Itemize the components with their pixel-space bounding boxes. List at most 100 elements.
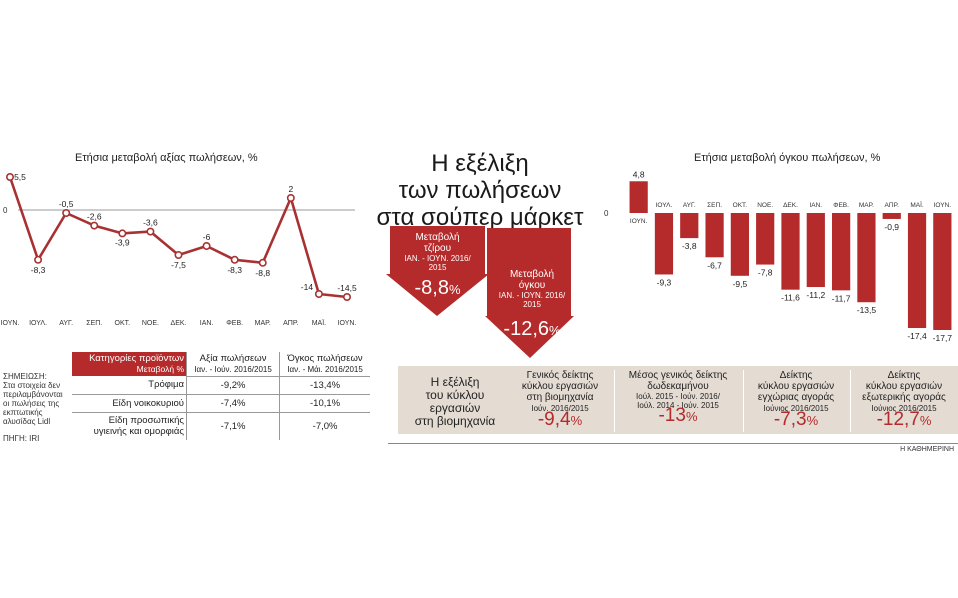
- table-cell-value: -7,1%: [185, 412, 280, 440]
- line-point: [6, 173, 15, 182]
- bar-data-label: -3,8: [682, 241, 697, 251]
- line-point: [314, 290, 323, 299]
- x-tick-label: ΝΟΕ.: [757, 202, 773, 209]
- card-title-1: Μέσος γενικός δείκτης: [628, 370, 728, 381]
- value-series-line: [8, 176, 348, 299]
- left-chart-title: Ετήσια μεταβολή αξίας πωλήσεων, %: [75, 152, 258, 164]
- line-data-label: -6: [203, 232, 211, 242]
- card-title-1: Δείκτης: [779, 370, 813, 381]
- card-title-3: στη βιομηχανία: [526, 392, 594, 403]
- line-data-label: -7,5: [171, 260, 186, 270]
- bar-data-label: -11,6: [781, 293, 800, 303]
- card-value: -12,7%: [852, 410, 956, 429]
- industry-band-notch: [388, 366, 398, 434]
- volume-bar: [882, 213, 901, 219]
- industry-card: Μέσος γενικός δείκτης δωδεκαμήνου Ιούλ. …: [618, 370, 738, 425]
- volume-bar: [933, 213, 952, 330]
- x-tick-label: ΑΥΓ.: [59, 320, 73, 327]
- card-divider: [614, 370, 615, 432]
- volume-value-pct: %: [549, 323, 561, 338]
- table-header-category-text: Κατηγορίες προϊόντων: [89, 353, 184, 364]
- x-tick-label: ΜΑΡ.: [255, 320, 271, 327]
- volume-arrow-shape: [485, 228, 574, 358]
- line-data-label: -0,5: [59, 199, 74, 209]
- card-value: -13%: [618, 406, 738, 425]
- turnover-arrow: [386, 226, 489, 316]
- table-header-volume-text: Όγκος πωλήσεων: [287, 352, 363, 364]
- x-tick-label: ΙΟΥΝ.: [338, 320, 357, 327]
- bottom-rule: [388, 443, 958, 444]
- line-point: [258, 258, 267, 267]
- volume-bar: [806, 213, 825, 288]
- card-title-3: εγχώριας αγοράς: [757, 392, 835, 403]
- zero-label: 0: [3, 206, 8, 215]
- card-value: -7,3%: [746, 410, 846, 429]
- card-period: Ιούλ. 2015 - Ιούν. 2016/: [636, 392, 720, 401]
- table-header-value-text: Αξία πωλήσεων: [199, 352, 267, 364]
- turnover-label-2: τζίρου: [423, 243, 452, 254]
- line-point: [146, 227, 155, 236]
- table-cell-volume: -10,1%: [279, 394, 370, 413]
- turnover-value-pct: %: [448, 282, 461, 297]
- card-value-number: -13: [658, 405, 686, 426]
- bar-data-label: -9,3: [657, 277, 672, 287]
- value-line-chart: 0 5,5 -8,3 -0,5 -2,6 -3,9 -3,6 -7,5 -6 -8,3 -8,8 2 -…: [1, 172, 357, 327]
- x-tick-label: ΔΕΚ.: [171, 320, 187, 327]
- turnover-value-number: -8,8: [414, 277, 449, 299]
- volume-label-2: όγκου: [518, 280, 546, 291]
- x-tick-label: ΙΑΝ.: [809, 202, 822, 209]
- volume-bar: [756, 213, 775, 265]
- industry-card: Δείκτης κύκλου εργασιών εξωτερικής αγορά…: [852, 370, 956, 429]
- note-line-3: οι πωλήσεις της: [3, 399, 60, 408]
- volume-arrow: [485, 228, 574, 358]
- card-divider: [850, 370, 851, 432]
- volume-bar: [730, 213, 749, 276]
- note-line-2: περιλαμβάνονται: [3, 390, 63, 399]
- table-cell-category: Είδη νοικοκυριού: [72, 394, 187, 413]
- x-tick-label: ΙΟΥΛ.: [656, 202, 673, 209]
- table-header-value-period: Ιαν. - Ιούν. 2016/2015: [194, 364, 272, 374]
- industry-card: Γενικός δείκτης κύκλου εργασιών στη βιομ…: [510, 370, 610, 429]
- x-tick-label: ΔΕΚ.: [783, 202, 798, 209]
- card-title-2: κύκλου εργασιών: [865, 381, 943, 392]
- x-tick-label: ΙΟΥΝ.: [1, 320, 20, 327]
- card-value-pct: %: [685, 409, 698, 424]
- volume-bar: [832, 213, 851, 291]
- bar-data-label: -13,5: [857, 305, 877, 315]
- volume-value: -12,6%: [487, 318, 577, 341]
- industry-lead: Η εξέλιξη του κύκλου εργασιών στη βιομηχ…: [405, 376, 505, 428]
- volume-bar-chart: 0 4,8 ΙΟΥΝ. -9,3 ΙΟΥΛ. -3,8 ΑΥΓ. -6,7 ΣΕΠ. -9,5 ΟΚ…: [604, 169, 953, 343]
- x-tick-label: ΙΟΥΛ.: [29, 320, 47, 327]
- line-point: [286, 193, 295, 202]
- x-tick-label: ΣΕΠ.: [86, 320, 102, 327]
- card-value: -9,4%: [510, 410, 610, 429]
- x-tick-label: ΙΟΥΝ.: [630, 218, 648, 225]
- table-cell-category: Τρόφιμα: [72, 376, 187, 395]
- x-tick-label: ΝΟΕ.: [142, 320, 159, 327]
- industry-lead-1: Η εξέλιξη: [430, 375, 480, 389]
- volume-label-1: Μεταβολή: [509, 269, 555, 280]
- bar-data-label: -0,9: [884, 222, 899, 232]
- bar-data-label: -7,8: [758, 268, 773, 278]
- table-header-change: Μεταβολή %: [136, 364, 184, 374]
- x-tick-label: ΟΚΤ.: [115, 320, 131, 327]
- volume-bar: [705, 213, 724, 258]
- volume-period-2: 2015: [523, 300, 541, 309]
- line-point: [90, 221, 99, 230]
- table-header-volume: Όγκος πωλήσεων Ιαν. - Μάι. 2016/2015: [279, 352, 370, 377]
- x-tick-label: ΙΟΥΝ.: [934, 202, 952, 209]
- volume-bar: [629, 181, 648, 213]
- line-point: [174, 251, 183, 260]
- note: ΣΗΜΕΙΩΣΗ: Στα στοιχεία δεν περιλαμβάνοντ…: [3, 372, 73, 426]
- line-data-label: -8,8: [255, 268, 270, 278]
- line-data-label: -14,5: [337, 283, 357, 293]
- volume-value-number: -12,6: [503, 318, 550, 340]
- table-cell-volume: -7,0%: [279, 412, 370, 440]
- card-value-number: -12,7: [876, 409, 920, 430]
- x-tick-label: ΜΑΪ.: [312, 319, 326, 327]
- industry-lead-2: του κύκλου: [425, 388, 485, 402]
- bar-data-label: -17,7: [933, 333, 953, 343]
- turnover-arrow-text: Μεταβολή τζίρου ΙΑΝ. - ΙΟΥΝ. 2016/ 2015: [385, 232, 490, 272]
- table-row: Τρόφιμα -9,2% -13,4%: [72, 376, 370, 395]
- table-header-value: Αξία πωλήσεων Ιαν. - Ιούν. 2016/2015: [185, 352, 280, 377]
